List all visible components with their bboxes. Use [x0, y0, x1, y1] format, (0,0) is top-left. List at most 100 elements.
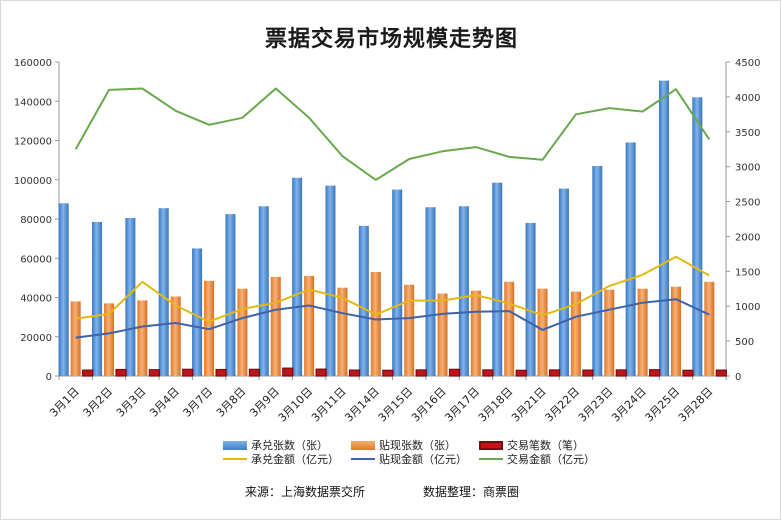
bar-acceptance-count: [658, 80, 669, 377]
left-tick-label: 160000: [14, 58, 52, 69]
x-tick-label: 3月7日: [181, 385, 216, 420]
bar-discount-count: [470, 290, 481, 376]
bar-acceptance-count: [592, 166, 603, 376]
x-tick-label: 3月21日: [509, 385, 549, 425]
line-acceptance-amount: [75, 255, 710, 323]
left-tick-label: 0: [46, 372, 52, 383]
left-tick-label: 60000: [20, 254, 52, 265]
bar-acceptance-count: [225, 214, 236, 376]
bar-trade-count: [82, 369, 94, 377]
right-tick-label: 3000: [735, 163, 760, 174]
legend-item-trade-count: 交易笔数（笔）: [479, 438, 584, 452]
bar-discount-count: [504, 281, 515, 376]
legend-swatch-trade-count: [479, 440, 503, 450]
bar-discount-count: [670, 286, 681, 376]
left-tick-label: 120000: [14, 137, 52, 148]
legend-label-discount-count: 贴现张数（张）: [379, 439, 456, 452]
bar-discount-count: [270, 276, 281, 376]
legend-label-discount-amount: 贴现金额（亿元）: [379, 453, 467, 466]
bar-discount-count: [137, 300, 148, 376]
bar-acceptance-count: [58, 203, 69, 376]
legend-item-discount-amount: 贴现金额（亿元）: [351, 452, 467, 466]
bar-discount-count: [570, 291, 581, 376]
bar-acceptance-count: [92, 221, 103, 376]
source-note: 来源：上海数据票交所: [245, 485, 366, 499]
legend-swatch-trade-amount: [479, 458, 503, 460]
bar-discount-count: [337, 287, 348, 376]
legend-swatch-acceptance-amount: [223, 458, 247, 460]
bar-acceptance-count: [492, 182, 503, 376]
bar-trade-count: [315, 368, 327, 377]
right-tick-label: 500: [735, 337, 754, 348]
right-tick-label: 4500: [735, 58, 760, 69]
x-tick-label: 3月23日: [576, 385, 616, 425]
right-tick-label: 2500: [735, 198, 760, 209]
compiled-by-note: 数据整理：商票圈: [423, 485, 520, 499]
legend-swatch-acceptance-count: [223, 440, 247, 450]
right-tick-label: 1500: [735, 267, 760, 278]
legend-swatch-discount-count: [351, 440, 375, 450]
legend-item-acceptance-amount: 承兑金额（亿元）: [223, 452, 339, 466]
bar-trade-count: [515, 369, 527, 377]
bar-trade-count: [415, 369, 427, 377]
right-tick-label: 2000: [735, 232, 760, 243]
bar-discount-count: [537, 288, 548, 376]
x-tick-label: 3月14日: [342, 385, 382, 425]
x-tick-label: 3月2日: [80, 385, 115, 420]
x-tick-label: 3月15日: [376, 385, 416, 425]
bar-acceptance-count: [358, 225, 369, 376]
bar-discount-count: [104, 303, 115, 376]
bar-discount-count: [70, 301, 81, 376]
legend-item-acceptance-count: 承兑张数（张）: [223, 438, 328, 452]
line-trade-amount: [74, 87, 711, 181]
x-tick-label: 3月22日: [542, 385, 582, 425]
legend-swatch-discount-amount: [351, 458, 375, 460]
bar-acceptance-count: [325, 185, 336, 376]
bar-acceptance-count: [625, 142, 636, 376]
bar-acceptance-count: [425, 207, 436, 376]
bar-acceptance-count: [192, 248, 203, 376]
bar-trade-count: [649, 369, 661, 377]
bar-trade-count: [248, 368, 261, 377]
x-tick-label: 3月28日: [676, 385, 716, 425]
bar-trade-count: [215, 368, 227, 377]
bar-trade-count: [582, 369, 594, 377]
legend-label-acceptance-count: 承兑张数（张）: [251, 439, 328, 452]
bar-discount-count: [604, 289, 615, 376]
bar-discount-count: [637, 288, 648, 376]
bar-acceptance-count: [158, 208, 169, 376]
bar-discount-count: [304, 275, 315, 376]
bar-acceptance-count: [692, 97, 703, 376]
legend-item-trade-amount: 交易金额（亿元）: [479, 452, 595, 466]
x-tick-label: 3月25日: [642, 385, 682, 425]
bar-acceptance-count: [525, 222, 536, 376]
bar-trade-count: [548, 369, 561, 377]
bar-trade-count: [282, 367, 294, 377]
bar-discount-count: [437, 293, 448, 376]
bar-trade-count: [382, 369, 394, 377]
right-tick-label: 1000: [735, 302, 760, 313]
bar-acceptance-count: [292, 177, 303, 376]
bar-acceptance-count: [258, 206, 269, 376]
legend-label-acceptance-amount: 承兑金额（亿元）: [251, 453, 339, 466]
bar-discount-count: [370, 271, 381, 376]
line-discount-amount: [75, 298, 710, 339]
legend-item-discount-count: 贴现张数（张）: [351, 438, 456, 452]
left-tick-label: 20000: [20, 333, 52, 344]
bar-trade-count: [182, 368, 194, 377]
legend-label-trade-amount: 交易金额（亿元）: [507, 453, 595, 466]
x-tick-label: 3月1日: [47, 385, 82, 420]
x-tick-label: 3月24日: [609, 385, 649, 425]
left-tick-label: 140000: [14, 97, 52, 108]
bar-discount-count: [237, 288, 248, 376]
left-tick-label: 40000: [20, 294, 52, 305]
bar-trade-count: [715, 369, 727, 377]
x-tick-label: 3月10日: [276, 385, 316, 425]
right-tick-label: 0: [735, 372, 741, 383]
chart-title: 票据交易市场规模走势图: [264, 26, 518, 52]
bar-acceptance-count: [458, 206, 469, 376]
bar-acceptance-count: [392, 189, 403, 376]
bar-trade-count: [348, 369, 361, 377]
